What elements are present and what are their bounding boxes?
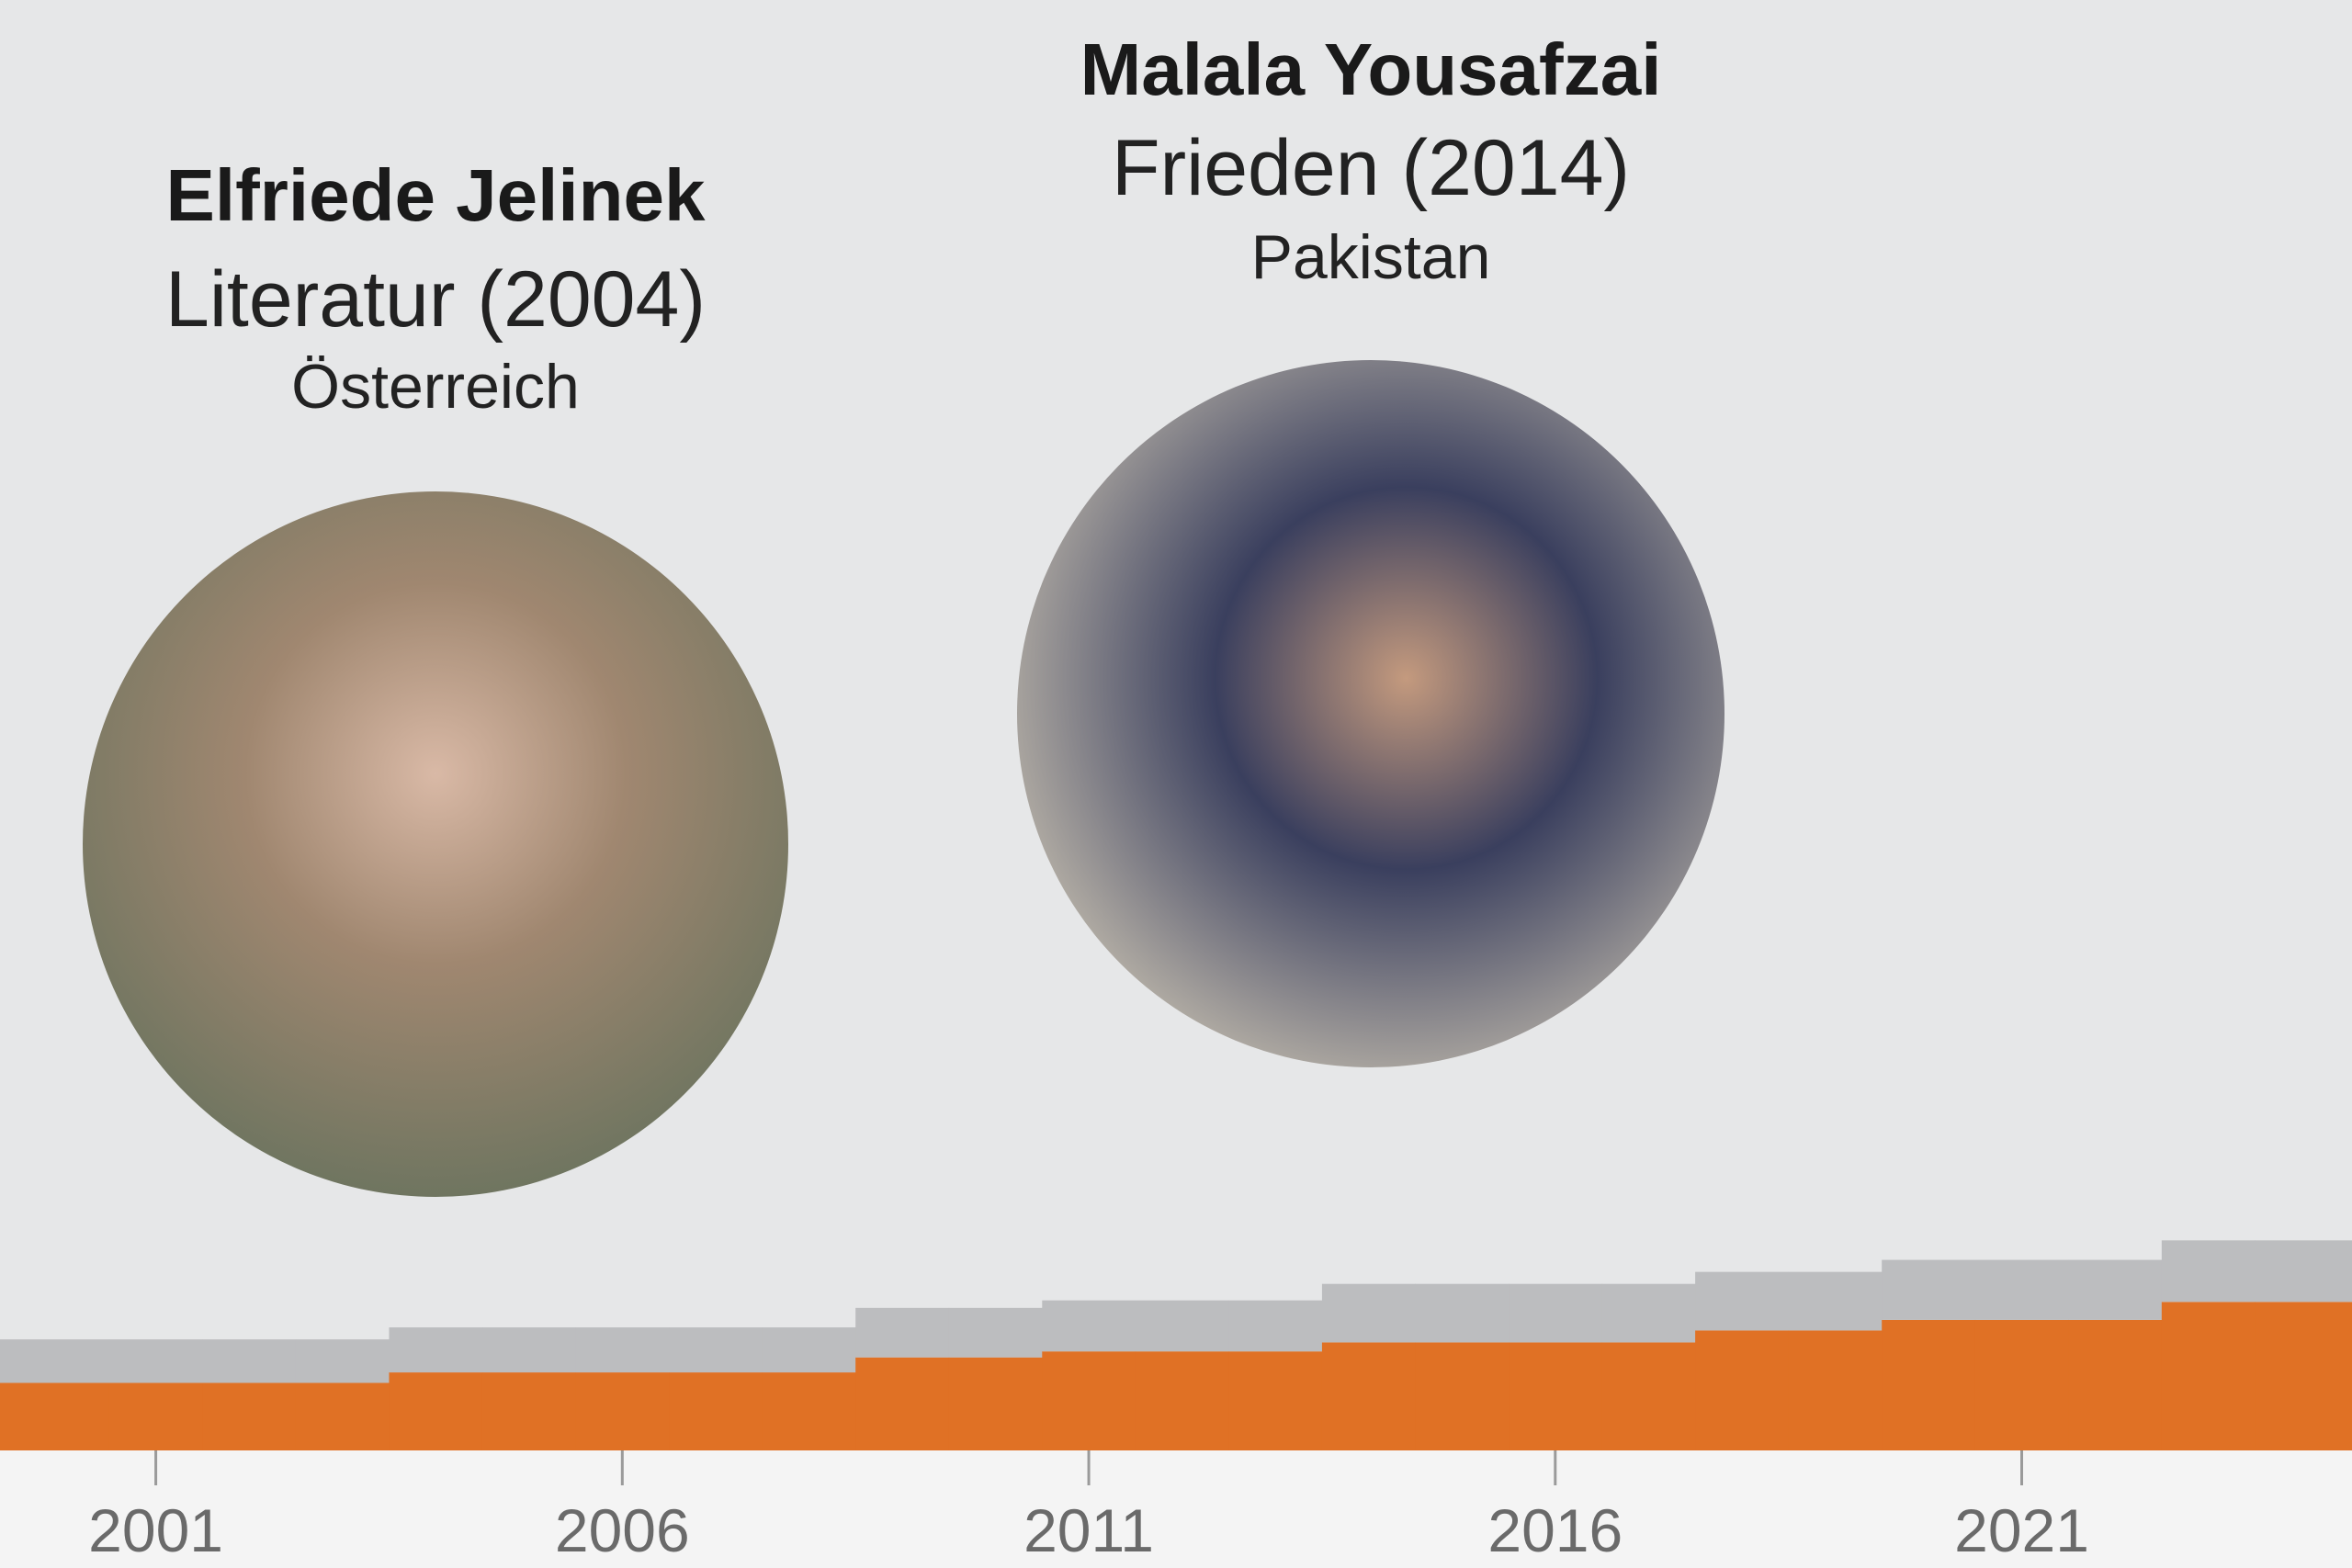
area-step xyxy=(1695,1330,1790,1450)
person-name: Elfriede Jelinek xyxy=(166,154,706,236)
annotation: Elfriede Jelinek Literatur (2004) Österr… xyxy=(83,154,788,1197)
area-step xyxy=(295,1339,390,1383)
area-step xyxy=(202,1339,297,1383)
area-step xyxy=(1509,1283,1603,1343)
area-step xyxy=(2255,1302,2352,1450)
area-step xyxy=(0,1339,110,1383)
area-step xyxy=(481,1372,577,1450)
area-step xyxy=(1788,1271,1883,1331)
prize: Frieden (2014) xyxy=(1112,124,1630,212)
area-step xyxy=(2068,1259,2163,1320)
area-step xyxy=(669,1372,763,1450)
person-name: Malala Yousafzai xyxy=(1080,28,1662,110)
x-tick-label: 2021 xyxy=(1954,1496,2089,1564)
area-step xyxy=(389,1327,483,1373)
area-step xyxy=(1135,1300,1229,1352)
portrait xyxy=(83,491,788,1197)
area-step xyxy=(575,1327,670,1373)
area-step xyxy=(2161,1240,2256,1303)
x-tick-label: 2011 xyxy=(1023,1496,1154,1564)
area-step xyxy=(1788,1330,1883,1450)
area-step xyxy=(1042,1300,1136,1352)
area-step xyxy=(202,1382,297,1450)
area-step xyxy=(1509,1342,1603,1450)
area-step xyxy=(948,1357,1043,1450)
x-tick-label: 2001 xyxy=(88,1496,223,1564)
area-step xyxy=(1974,1319,2069,1450)
area-step xyxy=(1974,1259,2069,1320)
area-step xyxy=(1321,1283,1416,1343)
area-step xyxy=(1601,1283,1696,1343)
area-step xyxy=(2161,1302,2256,1450)
annotation: Malala Yousafzai Frieden (2014) Pakistan xyxy=(1017,28,1724,1067)
area-step xyxy=(1415,1283,1510,1343)
area-step xyxy=(0,1382,110,1450)
area-step xyxy=(2255,1240,2352,1303)
area-step xyxy=(108,1339,203,1383)
area-step xyxy=(1415,1342,1510,1450)
area-step xyxy=(295,1382,390,1450)
portrait xyxy=(1017,360,1724,1067)
plot: 2001 2006 2011 2016 2021 xyxy=(0,1240,2352,1564)
area-step xyxy=(1882,1319,1976,1450)
x-tick-label: 2006 xyxy=(555,1496,690,1564)
area-step xyxy=(2068,1319,2163,1450)
area-step xyxy=(1135,1351,1229,1450)
area-step xyxy=(389,1372,483,1450)
prize: Literatur (2004) xyxy=(165,255,706,344)
area-step xyxy=(855,1357,950,1450)
area-step xyxy=(1321,1342,1416,1450)
area-step xyxy=(855,1307,950,1358)
area-step xyxy=(108,1382,203,1450)
axis-band xyxy=(0,1450,2352,1568)
country: Österreich xyxy=(291,352,580,422)
area-step xyxy=(1695,1271,1790,1331)
area-step xyxy=(762,1372,856,1450)
area-step xyxy=(948,1307,1043,1358)
x-tick-label: 2016 xyxy=(1487,1496,1623,1564)
area-step xyxy=(669,1327,763,1373)
area-step xyxy=(1882,1259,1976,1320)
area-step xyxy=(575,1372,670,1450)
area-step xyxy=(1228,1351,1323,1450)
area-step xyxy=(481,1327,577,1373)
country: Pakistan xyxy=(1251,222,1491,292)
area-step xyxy=(762,1327,856,1373)
area-step xyxy=(1228,1300,1323,1352)
area-step xyxy=(1042,1351,1136,1450)
area-step xyxy=(1601,1342,1696,1450)
